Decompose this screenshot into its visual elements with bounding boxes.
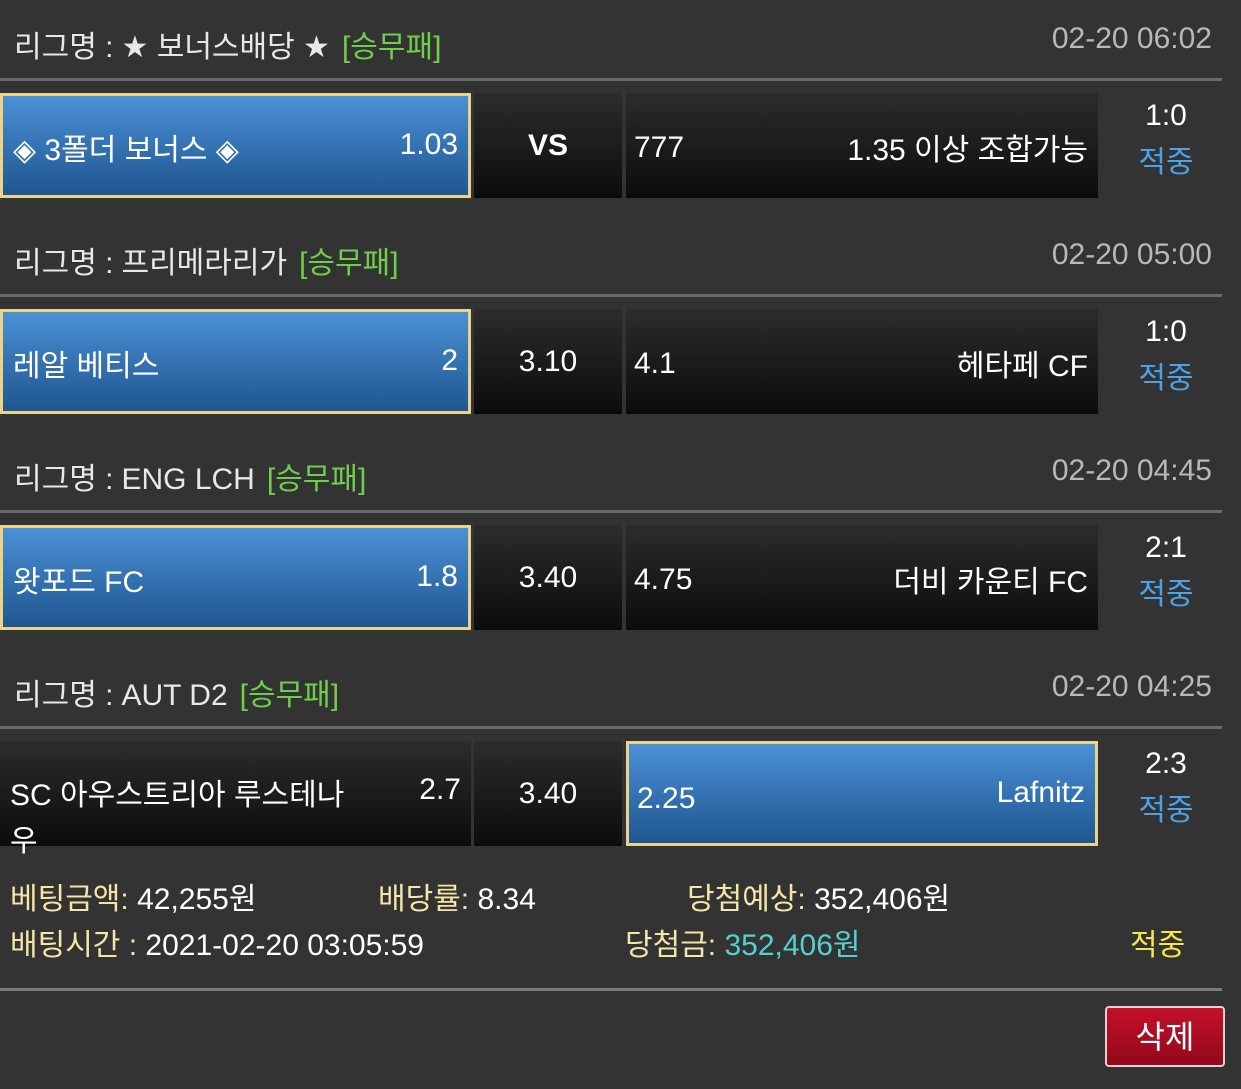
league-name: AUT D2: [121, 679, 228, 712]
league-label: 리그명 :: [14, 463, 114, 496]
expected-win: 352,406원: [814, 883, 951, 916]
away-team: 1.35 이상 조합가능: [847, 134, 1088, 167]
match-result: 1:0 적중: [1098, 93, 1234, 198]
away-pick[interactable]: 4.1 헤타페 CF: [626, 309, 1098, 414]
match-time: 02-20 04:25: [1051, 670, 1212, 703]
home-pick[interactable]: 레알 베티스 2: [0, 309, 471, 414]
league-info: 리그명 : ★ 보너스배당 ★ [승무패]: [14, 22, 441, 66]
away-odds: 4.1: [634, 347, 676, 380]
league-label: 리그명 :: [14, 247, 114, 280]
bet-status: 적중: [1130, 929, 1186, 962]
result-status: 적중: [1138, 362, 1194, 395]
match-row: SC 아우스트리아 루스테나우 2.7 3.40 2.25 Lafnitz 2:…: [0, 741, 1222, 858]
league-info: 리그명 : AUT D2 [승무패]: [14, 670, 339, 714]
match-result: 2:3 적중: [1098, 741, 1234, 846]
away-team: Lafnitz: [996, 776, 1085, 809]
home-team: 왓포드 FC: [13, 566, 145, 599]
bet-amount-label: 베팅금액:: [10, 883, 129, 916]
league-label: 리그명 :: [14, 679, 114, 712]
league-header: 리그명 : ★ 보너스배당 ★ [승무패] 02-20 06:02: [0, 0, 1222, 81]
away-pick[interactable]: 4.75 더비 카운티 FC: [626, 525, 1098, 630]
match-row: 레알 베티스 2 3.10 4.1 헤타페 CF 1:0 적중: [0, 309, 1222, 414]
bet-type: [승무패]: [266, 463, 367, 496]
draw-odds: 3.40: [518, 561, 578, 594]
match-result: 2:1 적중: [1098, 525, 1234, 630]
away-odds: 4.75: [634, 563, 693, 596]
home-team: SC 아우스트리아 루스테나우: [10, 779, 345, 858]
away-pick[interactable]: 2.25 Lafnitz: [626, 741, 1098, 846]
bet-type: [승무패]: [299, 247, 399, 280]
home-odds: 1.8: [416, 560, 458, 593]
result-status: 적중: [1138, 794, 1194, 827]
league-info: 리그명 : 프리메라리가 [승무패]: [14, 238, 399, 282]
bet-type: [승무패]: [239, 679, 340, 712]
result-status: 적중: [1138, 578, 1194, 611]
bet-item: 리그명 : 프리메라리가 [승무패] 02-20 05:00 레알 베티스 2 3.…: [0, 216, 1241, 432]
match-time: 02-20 05:00: [1051, 238, 1212, 271]
match-result: 1:0 적중: [1098, 309, 1234, 414]
score: 1:0: [1145, 315, 1187, 348]
score: 2:1: [1145, 531, 1187, 564]
bet-item: 리그명 : AUT D2 [승무패] 02-20 04:25 SC 아우스트리아 루…: [0, 648, 1241, 864]
bet-amount: 42,255원: [137, 883, 257, 916]
draw-pick[interactable]: 3.10: [474, 309, 622, 414]
away-odds: 777: [634, 131, 685, 164]
home-pick[interactable]: ◈ 3폴더 보너스 ◈ 1.03: [0, 93, 471, 198]
draw-odds: VS: [527, 129, 569, 162]
draw-pick[interactable]: 3.40: [474, 741, 622, 846]
league-name: ENG LCH: [121, 463, 255, 496]
league-name: 프리메라리가: [121, 247, 288, 280]
draw-odds: 3.40: [518, 777, 578, 810]
score: 1:0: [1145, 99, 1187, 132]
win-amount: 352,406원: [724, 929, 861, 962]
total-odds: 8.34: [477, 883, 536, 916]
draw-odds: 3.10: [518, 345, 578, 378]
result-status: 적중: [1138, 146, 1194, 179]
match-row: ◈ 3폴더 보너스 ◈ 1.03 VS 777 1.35 이상 조합가능 1:0…: [0, 93, 1222, 198]
home-team: 레알 베티스: [13, 350, 160, 383]
odds-label: 배당률:: [378, 883, 470, 916]
home-pick[interactable]: 왓포드 FC 1.8: [0, 525, 471, 630]
expected-label: 당첨예상:: [687, 883, 806, 916]
home-team: ◈ 3폴더 보너스 ◈: [13, 134, 239, 167]
bet-time-label: 배팅시간 :: [10, 929, 138, 962]
away-team: 더비 카운티 FC: [893, 566, 1088, 599]
league-header: 리그명 : ENG LCH [승무패] 02-20 04:45: [0, 432, 1222, 513]
away-odds: 2.25: [637, 782, 696, 815]
bet-item: 리그명 : ★ 보너스배당 ★ [승무패] 02-20 06:02 ◈ 3폴더 보너…: [0, 0, 1241, 216]
home-odds: 2.7: [419, 773, 461, 806]
match-time: 02-20 04:45: [1051, 454, 1212, 487]
league-label: 리그명 :: [14, 31, 114, 64]
delete-button[interactable]: 삭제: [1105, 1006, 1225, 1067]
bet-list: 리그명 : ★ 보너스배당 ★ [승무패] 02-20 06:02 ◈ 3폴더 보너…: [0, 0, 1241, 864]
home-pick[interactable]: SC 아우스트리아 루스테나우 2.7: [0, 741, 471, 858]
draw-pick[interactable]: 3.40: [474, 525, 622, 630]
home-odds: 1.03: [399, 128, 458, 161]
league-info: 리그명 : ENG LCH [승무패]: [14, 454, 366, 498]
bet-time: 2021-02-20 03:05:59: [145, 929, 424, 962]
match-time: 02-20 06:02: [1051, 22, 1212, 55]
win-label: 당첨금:: [625, 929, 717, 962]
league-header: 리그명 : AUT D2 [승무패] 02-20 04:25: [0, 648, 1222, 729]
bet-item: 리그명 : ENG LCH [승무패] 02-20 04:45 왓포드 FC 1.8…: [0, 432, 1241, 648]
match-row: 왓포드 FC 1.8 3.40 4.75 더비 카운티 FC 2:1 적중: [0, 525, 1222, 630]
bet-type: [승무패]: [341, 31, 442, 64]
home-odds: 2: [441, 344, 458, 377]
score: 2:3: [1145, 747, 1187, 780]
away-team: 헤타페 CF: [956, 350, 1088, 383]
draw-pick[interactable]: VS: [474, 93, 622, 198]
league-name: ★ 보너스배당 ★: [121, 31, 330, 64]
league-header: 리그명 : 프리메라리가 [승무패] 02-20 05:00: [0, 216, 1222, 297]
away-pick[interactable]: 777 1.35 이상 조합가능: [626, 93, 1098, 198]
bet-summary: 베팅금액: 42,255원 배당률: 8.34 당첨예상: 352,406원 배…: [0, 864, 1222, 991]
